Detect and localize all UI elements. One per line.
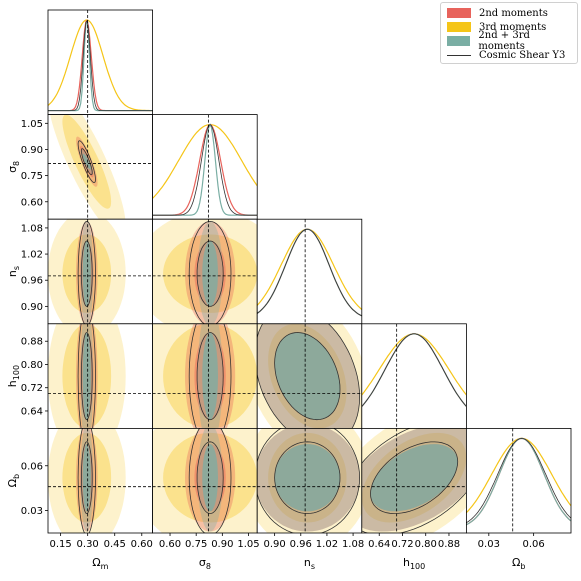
- marginal-s8-series-1: [152, 123, 258, 199]
- xtick-label-Om-0: 0.15: [49, 539, 71, 550]
- ytick-label-h-2: 0.80: [21, 360, 43, 371]
- contour-cs-inner-Om-h: [81, 332, 93, 421]
- ytick-label-h-1: 0.72: [21, 383, 43, 394]
- panel-frame-4-4: [465, 427, 572, 534]
- contour-combined-inner-ns-h: [274, 332, 340, 420]
- ylabel-h: h100: [6, 365, 21, 387]
- xtick-label-h-0: 0.64: [368, 539, 390, 550]
- xtick-label-h-3: 0.88: [438, 539, 460, 550]
- contour-cs-outer-Om-s8: [77, 140, 96, 184]
- xtick-label-s8-3: 1.05: [237, 539, 259, 550]
- panel-bg-0-1: [48, 114, 153, 220]
- contour-cs-inner-h-Ob: [370, 441, 459, 515]
- contour-combined-inner-Om-h: [82, 332, 91, 420]
- ylabel-s8: σ8: [6, 161, 21, 173]
- contour-cs-outer-s8-ns: [188, 220, 232, 324]
- contour-cs-outer-ns-h: [257, 323, 361, 429]
- xtick-label-ns-0: 0.90: [264, 539, 286, 550]
- contour-combined-inner-h-Ob: [370, 444, 458, 512]
- ytick-label-h-3: 0.88: [21, 337, 43, 348]
- contour-cs-inner-ns-Ob: [274, 441, 341, 515]
- xlabel-ns: ns: [304, 556, 315, 571]
- ylabel-ns: ns: [6, 266, 21, 277]
- contour-cs-inner-ns-h: [274, 332, 341, 421]
- xtick-label-h-1: 0.72: [391, 539, 413, 550]
- xtick-label-Ob-0: 0.03: [478, 539, 500, 550]
- contour-cs-inner-s8-Ob: [196, 441, 224, 515]
- xlabel-Ob: Ωb: [512, 556, 525, 571]
- contour-combined-inner-s8-ns: [202, 241, 218, 307]
- contour-combined-inner-s8-Ob: [202, 444, 218, 512]
- panel-bg-1-1: [152, 114, 258, 220]
- contour-combined-inner-Om-Ob: [82, 444, 91, 512]
- panel-bg-0-0: [48, 10, 153, 115]
- xtick-label-ns-3: 1.08: [342, 539, 364, 550]
- ytick-label-s8-0: 0.60: [21, 197, 43, 208]
- xtick-label-h-2: 0.80: [415, 539, 437, 550]
- contour-cs-outer-s8-h: [188, 323, 232, 429]
- marginal-Om-series-3: [48, 19, 153, 111]
- xtick-label-Om-1: 0.30: [77, 539, 99, 550]
- panel-bg-0-3: [48, 323, 153, 429]
- marginal-Ob-series-3: [466, 437, 571, 524]
- xtick-label-Ob-1: 0.06: [523, 539, 545, 550]
- xlabel-Om: Ωm: [92, 556, 108, 571]
- ytick-label-ns-2: 1.02: [21, 250, 43, 261]
- xlabel-h: h100: [403, 556, 425, 571]
- ytick-label-ns-3: 1.08: [21, 223, 43, 234]
- contour-cs-outer-s8-Ob: [188, 428, 232, 533]
- marginal-Om-series-1: [48, 19, 153, 112]
- ytick-label-s8-1: 0.75: [21, 171, 43, 182]
- xtick-label-Om-3: 0.60: [131, 539, 153, 550]
- contour-cs-inner-s8-ns: [196, 240, 224, 307]
- panel-bg-2-2: [257, 219, 362, 324]
- contour-cs-outer-Om-Ob: [77, 428, 96, 533]
- xtick-label-s8-0: 0.60: [159, 539, 181, 550]
- contour-cs-inner-Om-Ob: [81, 441, 93, 515]
- xtick-label-ns-2: 1.02: [316, 539, 338, 550]
- contour-cs-outer-h-Ob: [361, 428, 467, 533]
- contour-cs-outer-ns-Ob: [257, 428, 361, 533]
- contour-combined-inner-Om-ns: [82, 241, 91, 307]
- ytick-label-Ob-0: 0.03: [21, 506, 43, 517]
- contour-combined-inner-Om-s8: [82, 153, 91, 170]
- ytick-label-ns-1: 0.96: [21, 276, 43, 287]
- contour-cs-inner-s8-h: [196, 332, 224, 421]
- ytick-label-h-0: 0.64: [21, 406, 43, 417]
- legend-item-2nd-3rd-moments: 2nd + 3rd moments: [447, 30, 577, 52]
- xtick-label-Om-2: 0.45: [104, 539, 126, 550]
- xtick-label-s8-2: 0.90: [211, 539, 233, 550]
- panel-bg-4-4: [466, 428, 571, 533]
- panel-bg-0-2: [48, 219, 153, 324]
- contour-combined-inner-ns-Ob: [274, 444, 340, 512]
- legend: 2nd moments 3rd moments 2nd + 3rd moment…: [440, 2, 578, 64]
- panel-bg-3-3: [361, 323, 467, 429]
- contour-cs-inner-Om-s8: [81, 148, 93, 176]
- contour-cs-outer-Om-h: [77, 323, 96, 429]
- ylabel-Ob: Ωb: [6, 474, 21, 487]
- marginal-ns-series-3: [257, 228, 362, 317]
- legend-item-3rd-moments: 3rd moments: [447, 20, 546, 34]
- contour-cs-inner-Om-ns: [81, 240, 93, 307]
- panel-bg-0-4: [48, 428, 153, 533]
- xlabel-s8: σ8: [199, 556, 211, 571]
- contour-cs-outer-Om-ns: [77, 220, 96, 324]
- ytick-label-Ob-1: 0.06: [21, 461, 43, 472]
- marginal-s8-series-3: [152, 124, 258, 216]
- xtick-label-s8-1: 0.75: [185, 539, 207, 550]
- ytick-label-s8-2: 0.90: [21, 145, 43, 156]
- legend-item-2nd-moments: 2nd moments: [447, 6, 548, 20]
- marginal-h-series-3: [361, 333, 467, 407]
- xtick-label-ns-1: 0.96: [290, 539, 312, 550]
- ytick-label-ns-0: 0.90: [21, 302, 43, 313]
- legend-item-cosmic-shear: Cosmic Shear Y3: [447, 48, 565, 62]
- contour-combined-inner-s8-h: [202, 332, 218, 420]
- ytick-label-s8-3: 1.05: [21, 119, 43, 130]
